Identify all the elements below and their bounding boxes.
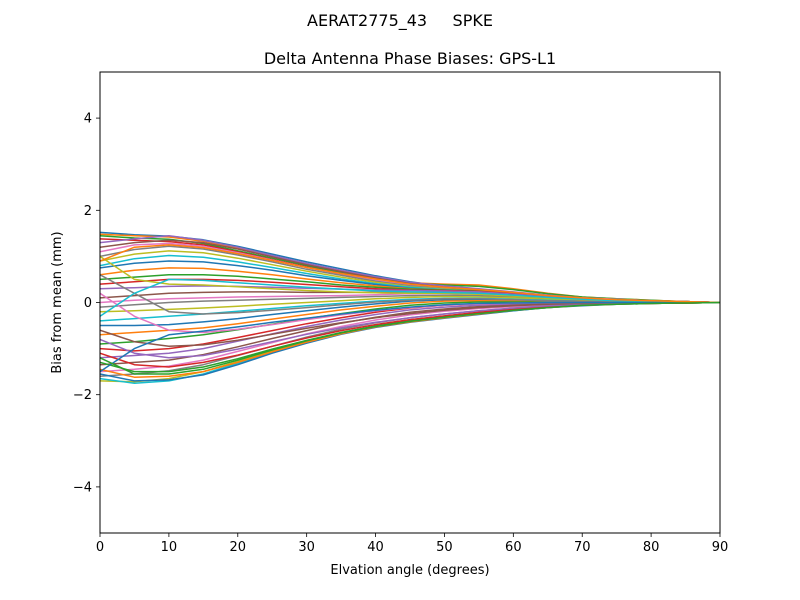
y-tick-label: 4 [84, 112, 92, 127]
series-line-9 [100, 250, 720, 304]
y-tick-label: −2 [73, 388, 92, 403]
series-line-43 [100, 301, 720, 375]
plot-frame [99, 71, 721, 534]
series-line-26 [100, 301, 720, 366]
series-line-38 [100, 274, 720, 315]
axis-layer: 0 10 20 30 40 50 60 70 80 90 −4 −2 0 2 4 [73, 112, 728, 555]
x-tick-label: 10 [161, 540, 178, 555]
figure-suptitle: AERAT2775_43 SPKE [307, 11, 493, 31]
x-tick-label: 70 [574, 540, 591, 555]
x-tick-label: 30 [298, 540, 315, 555]
series-line-40 [100, 278, 720, 317]
series-line-41 [100, 301, 720, 373]
x-tick-label: 80 [643, 540, 660, 555]
y-tick-label: −4 [73, 480, 92, 495]
x-tick-label: 60 [505, 540, 522, 555]
series-layer [100, 231, 720, 384]
chart-title: Delta Antenna Phase Biases: GPS-L1 [264, 49, 556, 68]
x-tick-label: 20 [230, 540, 247, 555]
x-tick-label: 50 [436, 540, 453, 555]
y-axis-label: Bias from mean (mm) [50, 231, 65, 373]
x-tick-label: 40 [367, 540, 384, 555]
y-tick-label: 2 [84, 204, 92, 219]
series-line-42 [100, 244, 720, 304]
x-axis-label: Elvation angle (degrees) [330, 563, 489, 578]
y-tick-label: 0 [84, 296, 92, 311]
series-line-25 [100, 301, 720, 359]
x-tick-label: 0 [96, 540, 104, 555]
x-tick-label: 90 [712, 540, 729, 555]
